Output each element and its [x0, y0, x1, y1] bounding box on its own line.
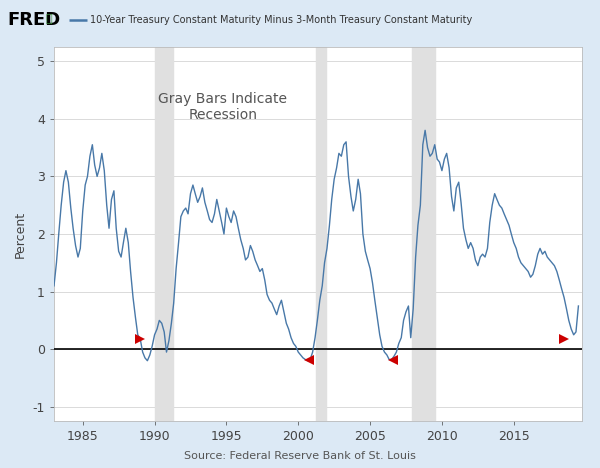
Y-axis label: Percent: Percent	[14, 211, 27, 257]
Bar	[412, 47, 435, 421]
Text: 10-Year Treasury Constant Maturity Minus 3-Month Treasury Constant Maturity: 10-Year Treasury Constant Maturity Minus…	[90, 15, 472, 25]
Text: 📈: 📈	[45, 14, 52, 24]
Bar	[316, 47, 326, 421]
Bar	[155, 47, 173, 421]
Text: Gray Bars Indicate
Recession: Gray Bars Indicate Recession	[158, 92, 287, 122]
Text: Source: Federal Reserve Bank of St. Louis: Source: Federal Reserve Bank of St. Loui…	[184, 451, 416, 461]
Text: FRED: FRED	[8, 11, 61, 29]
